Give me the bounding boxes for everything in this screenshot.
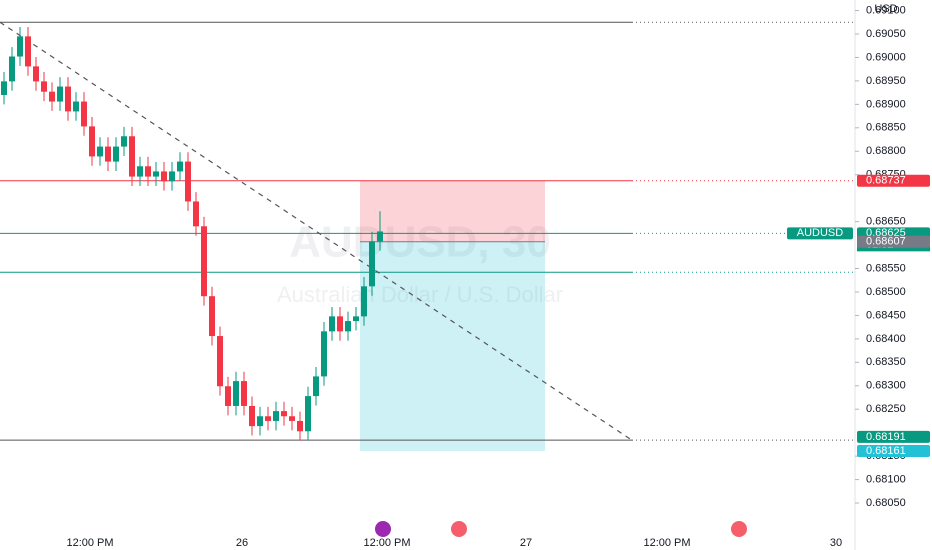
candle-body: [89, 126, 95, 157]
candle-body: [217, 336, 223, 387]
candle-body: [337, 316, 343, 332]
symbol-tag-label: AUDUSD: [797, 227, 844, 239]
candle-body: [105, 146, 111, 162]
x-tick-label: 12:00 PM: [643, 537, 690, 549]
candle-body: [81, 101, 87, 127]
candle-body: [329, 316, 335, 332]
x-tick-label: 12:00 PM: [66, 537, 113, 549]
price-tag: [857, 444, 930, 457]
candle-body: [273, 411, 279, 421]
y-tick-label: 0.68900: [866, 98, 906, 110]
price-tag-label: 0.68607: [866, 236, 906, 248]
candle-body: [305, 396, 311, 432]
x-tick-label: 27: [520, 537, 532, 549]
candle-body: [129, 136, 135, 177]
candle-body: [249, 405, 255, 427]
candle-body: [313, 376, 319, 397]
candle-body: [193, 201, 199, 227]
price-tag-label: 0.68737: [866, 175, 906, 187]
candle-body: [57, 86, 63, 102]
y-tick-label: 0.68500: [866, 286, 906, 298]
price-tag-label: 0.68191: [866, 431, 906, 443]
y-tick-label: 0.69000: [866, 51, 906, 63]
candle-body: [41, 81, 47, 92]
symbol-tag: [787, 227, 853, 240]
candle-body: [177, 161, 183, 172]
price-tag-label: 0.68161: [866, 445, 906, 457]
candle-body: [161, 171, 167, 182]
y-tick-label: 0.69050: [866, 28, 906, 40]
candle-body: [321, 331, 327, 377]
y-tick-label: 0.68400: [866, 333, 906, 345]
candle-body: [289, 416, 295, 421]
candle-body: [121, 136, 127, 147]
candle-body: [225, 386, 231, 406]
candle-body: [281, 411, 287, 417]
y-tick-label: 0.68650: [866, 216, 906, 228]
candle-body: [257, 416, 263, 427]
candle-body: [209, 296, 215, 337]
candle-body: [377, 231, 383, 242]
candle-body: [33, 66, 39, 82]
x-tick-label: 30: [830, 537, 842, 549]
target-zone: [360, 241, 545, 451]
candle-body: [361, 286, 367, 317]
candle-body: [113, 146, 119, 162]
trendline: [0, 21, 633, 441]
event-icon[interactable]: [451, 521, 467, 537]
candle-body: [185, 161, 191, 202]
candle-body: [17, 36, 23, 57]
x-tick-label: 12:00 PM: [363, 537, 410, 549]
candle-body: [145, 166, 151, 177]
y-tick-label: 0.68950: [866, 75, 906, 87]
event-icons[interactable]: [375, 521, 747, 537]
price-tag: [857, 235, 930, 248]
y-tick-label: 0.68050: [866, 497, 906, 509]
candle-body: [353, 316, 359, 322]
y-tick-label: 0.68550: [866, 262, 906, 274]
candle-body: [97, 146, 103, 157]
y-tick-label: 0.68100: [866, 473, 906, 485]
candle-body: [297, 420, 303, 432]
y-tick-label: 0.68350: [866, 356, 906, 368]
candle-body: [25, 36, 31, 67]
event-icon[interactable]: [375, 521, 391, 537]
candle-body: [345, 321, 351, 332]
y-tick-label: 0.68300: [866, 380, 906, 392]
price-tag: [857, 174, 930, 187]
stop-zone: [360, 180, 545, 242]
candle-body: [1, 81, 7, 95]
candle-body: [137, 166, 143, 177]
x-tick-label: 26: [236, 537, 248, 549]
candle-body: [153, 171, 159, 177]
price-tag: [857, 430, 930, 443]
candle-body: [169, 171, 175, 182]
candle-body: [241, 381, 247, 406]
currency: USD: [874, 3, 897, 15]
y-tick-label: 0.69100: [866, 4, 906, 16]
candle-body: [233, 381, 239, 406]
candle-body: [9, 56, 15, 82]
watermark-description: Australian Dollar / U.S. Dollar: [277, 282, 563, 307]
candle-body: [369, 241, 375, 287]
candle-body: [201, 226, 207, 297]
event-icon[interactable]: [731, 521, 747, 537]
y-tick-label: 0.68800: [866, 145, 906, 157]
candle-body: [265, 416, 271, 421]
y-tick-label: 0.68450: [866, 309, 906, 321]
candle-body: [73, 101, 79, 112]
candle-body: [65, 86, 71, 112]
candle-body: [49, 91, 55, 102]
y-tick-label: 0.68250: [866, 403, 906, 415]
y-tick-label: 0.68850: [866, 122, 906, 134]
